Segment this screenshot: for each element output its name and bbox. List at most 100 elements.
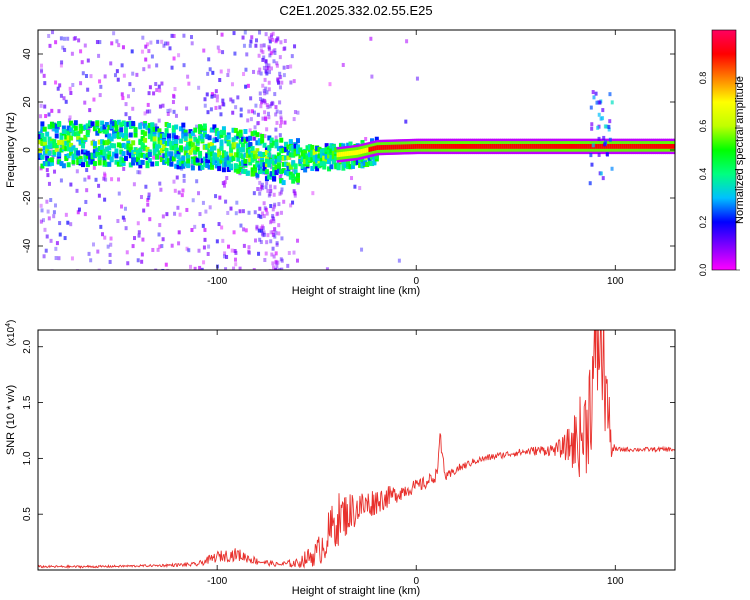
spectrogram-cell (49, 198, 53, 203)
colorbar-tick-label: 0.0 (698, 264, 708, 277)
spectrogram-cell (272, 204, 276, 209)
spectrogram-cell (161, 237, 165, 242)
spectrogram-cell (233, 163, 238, 169)
spectrogram-cell (274, 127, 278, 132)
spectrogram-cell (267, 87, 271, 92)
spectrogram-cell (70, 51, 74, 56)
spectrogram-cell (310, 147, 315, 153)
spectrogram-cell (605, 144, 609, 149)
spectrogram-cell (276, 37, 280, 42)
spectrogram-cell (162, 139, 167, 145)
spectrogram-cell (183, 129, 188, 135)
spectrogram-cell (152, 147, 157, 153)
spectrogram-cell (292, 250, 296, 255)
spectrogram-cell (250, 131, 255, 137)
spectrogram-cell (143, 111, 147, 116)
spectrogram-cell (257, 121, 261, 126)
spectrogram-cell (255, 38, 259, 43)
spectrogram-cell (517, 144, 521, 149)
spectrogram-cell (95, 124, 100, 130)
spectrogram-cell (102, 155, 107, 161)
spectrogram-cell (253, 136, 257, 141)
spectrogram-cell (221, 50, 225, 55)
spectrogram-cell (217, 161, 222, 167)
spectrogram-cell (202, 245, 206, 250)
spectrogram-cell (259, 214, 263, 219)
spectrogram-cell (495, 144, 500, 149)
spectrogram-cell (269, 137, 274, 143)
spectrogram-cell (102, 140, 107, 146)
spectrogram-cell (264, 150, 269, 156)
spectrogram-cell (276, 146, 281, 152)
spectrogram-cell (477, 144, 482, 149)
spectrogram-cell (272, 192, 276, 197)
spectrogram-cell (295, 138, 300, 144)
spectrogram-cell (262, 165, 267, 171)
colorbar-tick-label: 0.8 (698, 72, 708, 85)
spectrogram-cell (207, 154, 212, 160)
spectrogram-cell (217, 152, 222, 158)
spectrogram-cell (259, 43, 263, 48)
spectrogram-cell (173, 211, 177, 216)
spectrogram-cell (186, 163, 191, 169)
spectrogram-cell (370, 74, 374, 79)
spectrogram-cell (119, 122, 124, 128)
spectrogram-cell (227, 244, 231, 249)
spectrogram-cell (279, 210, 283, 215)
spectrogram-cell (69, 127, 74, 133)
spectrogram-cell (221, 167, 226, 173)
spectrogram-cell (270, 219, 274, 224)
spectrogram-cell (269, 239, 273, 244)
spectrogram-cell (76, 131, 81, 137)
spectrogram-cell (440, 144, 444, 149)
spectrogram-cell (107, 154, 112, 160)
spectrogram-cell (384, 144, 388, 150)
spectrogram-cell (212, 128, 216, 133)
spectrogram-cell (109, 143, 114, 149)
spectrogram-cell (147, 134, 152, 140)
spectrogram-cell (565, 144, 569, 149)
spectrogram-cell (155, 126, 160, 132)
spectrogram-cell (201, 200, 205, 205)
spectrogram-cell (331, 150, 336, 156)
spectrogram-cell (203, 227, 207, 232)
spectrogram-cell (278, 71, 282, 76)
spectrogram-cell (73, 154, 78, 160)
spectrogram-cell (126, 147, 131, 153)
spectrogram-cell (224, 161, 229, 167)
spectrogram-cell (274, 268, 278, 270)
spectrogram-cell (255, 153, 260, 159)
spectrogram-cell (595, 144, 599, 149)
spectrogram-cell (245, 170, 250, 176)
spectrogram-cell (161, 214, 165, 219)
spectrogram-cell (181, 128, 186, 134)
spectrogram-cell (43, 104, 47, 109)
spectrogram-cell (515, 144, 519, 149)
spectrogram-cell (255, 172, 260, 178)
spectrogram-cell (289, 203, 293, 208)
spectrogram-cell (171, 133, 176, 139)
spectrogram-cell (117, 43, 121, 48)
spectrogram-cell (140, 49, 144, 54)
spectrogram-cell (273, 202, 277, 207)
spectrogram-cell (493, 144, 498, 149)
spectrogram-cell (76, 150, 81, 156)
spectrogram-cell (78, 123, 83, 129)
spectrogram-cell (138, 163, 143, 169)
spectrogram-cell (54, 127, 59, 133)
spectrogram-x-ticks: -100 0 100 (207, 30, 624, 287)
spectrogram-cell (183, 150, 188, 156)
spectrogram-cell (138, 147, 143, 153)
spectrogram-cell (128, 132, 133, 138)
spectrogram-cell (96, 249, 100, 254)
spectrogram-cell (272, 176, 277, 182)
spectrogram-cell (245, 142, 250, 148)
spectrogram-cell (293, 176, 298, 182)
spectrogram-cell (40, 138, 45, 144)
spectrogram-cell (204, 209, 208, 214)
spectrogram-cell (591, 143, 595, 148)
colorbar-label: Normalized spectral amplitude (734, 76, 746, 224)
spectrogram-cell (420, 144, 424, 149)
spectrogram-cell (260, 168, 265, 174)
spectrogram-cell (40, 68, 44, 73)
